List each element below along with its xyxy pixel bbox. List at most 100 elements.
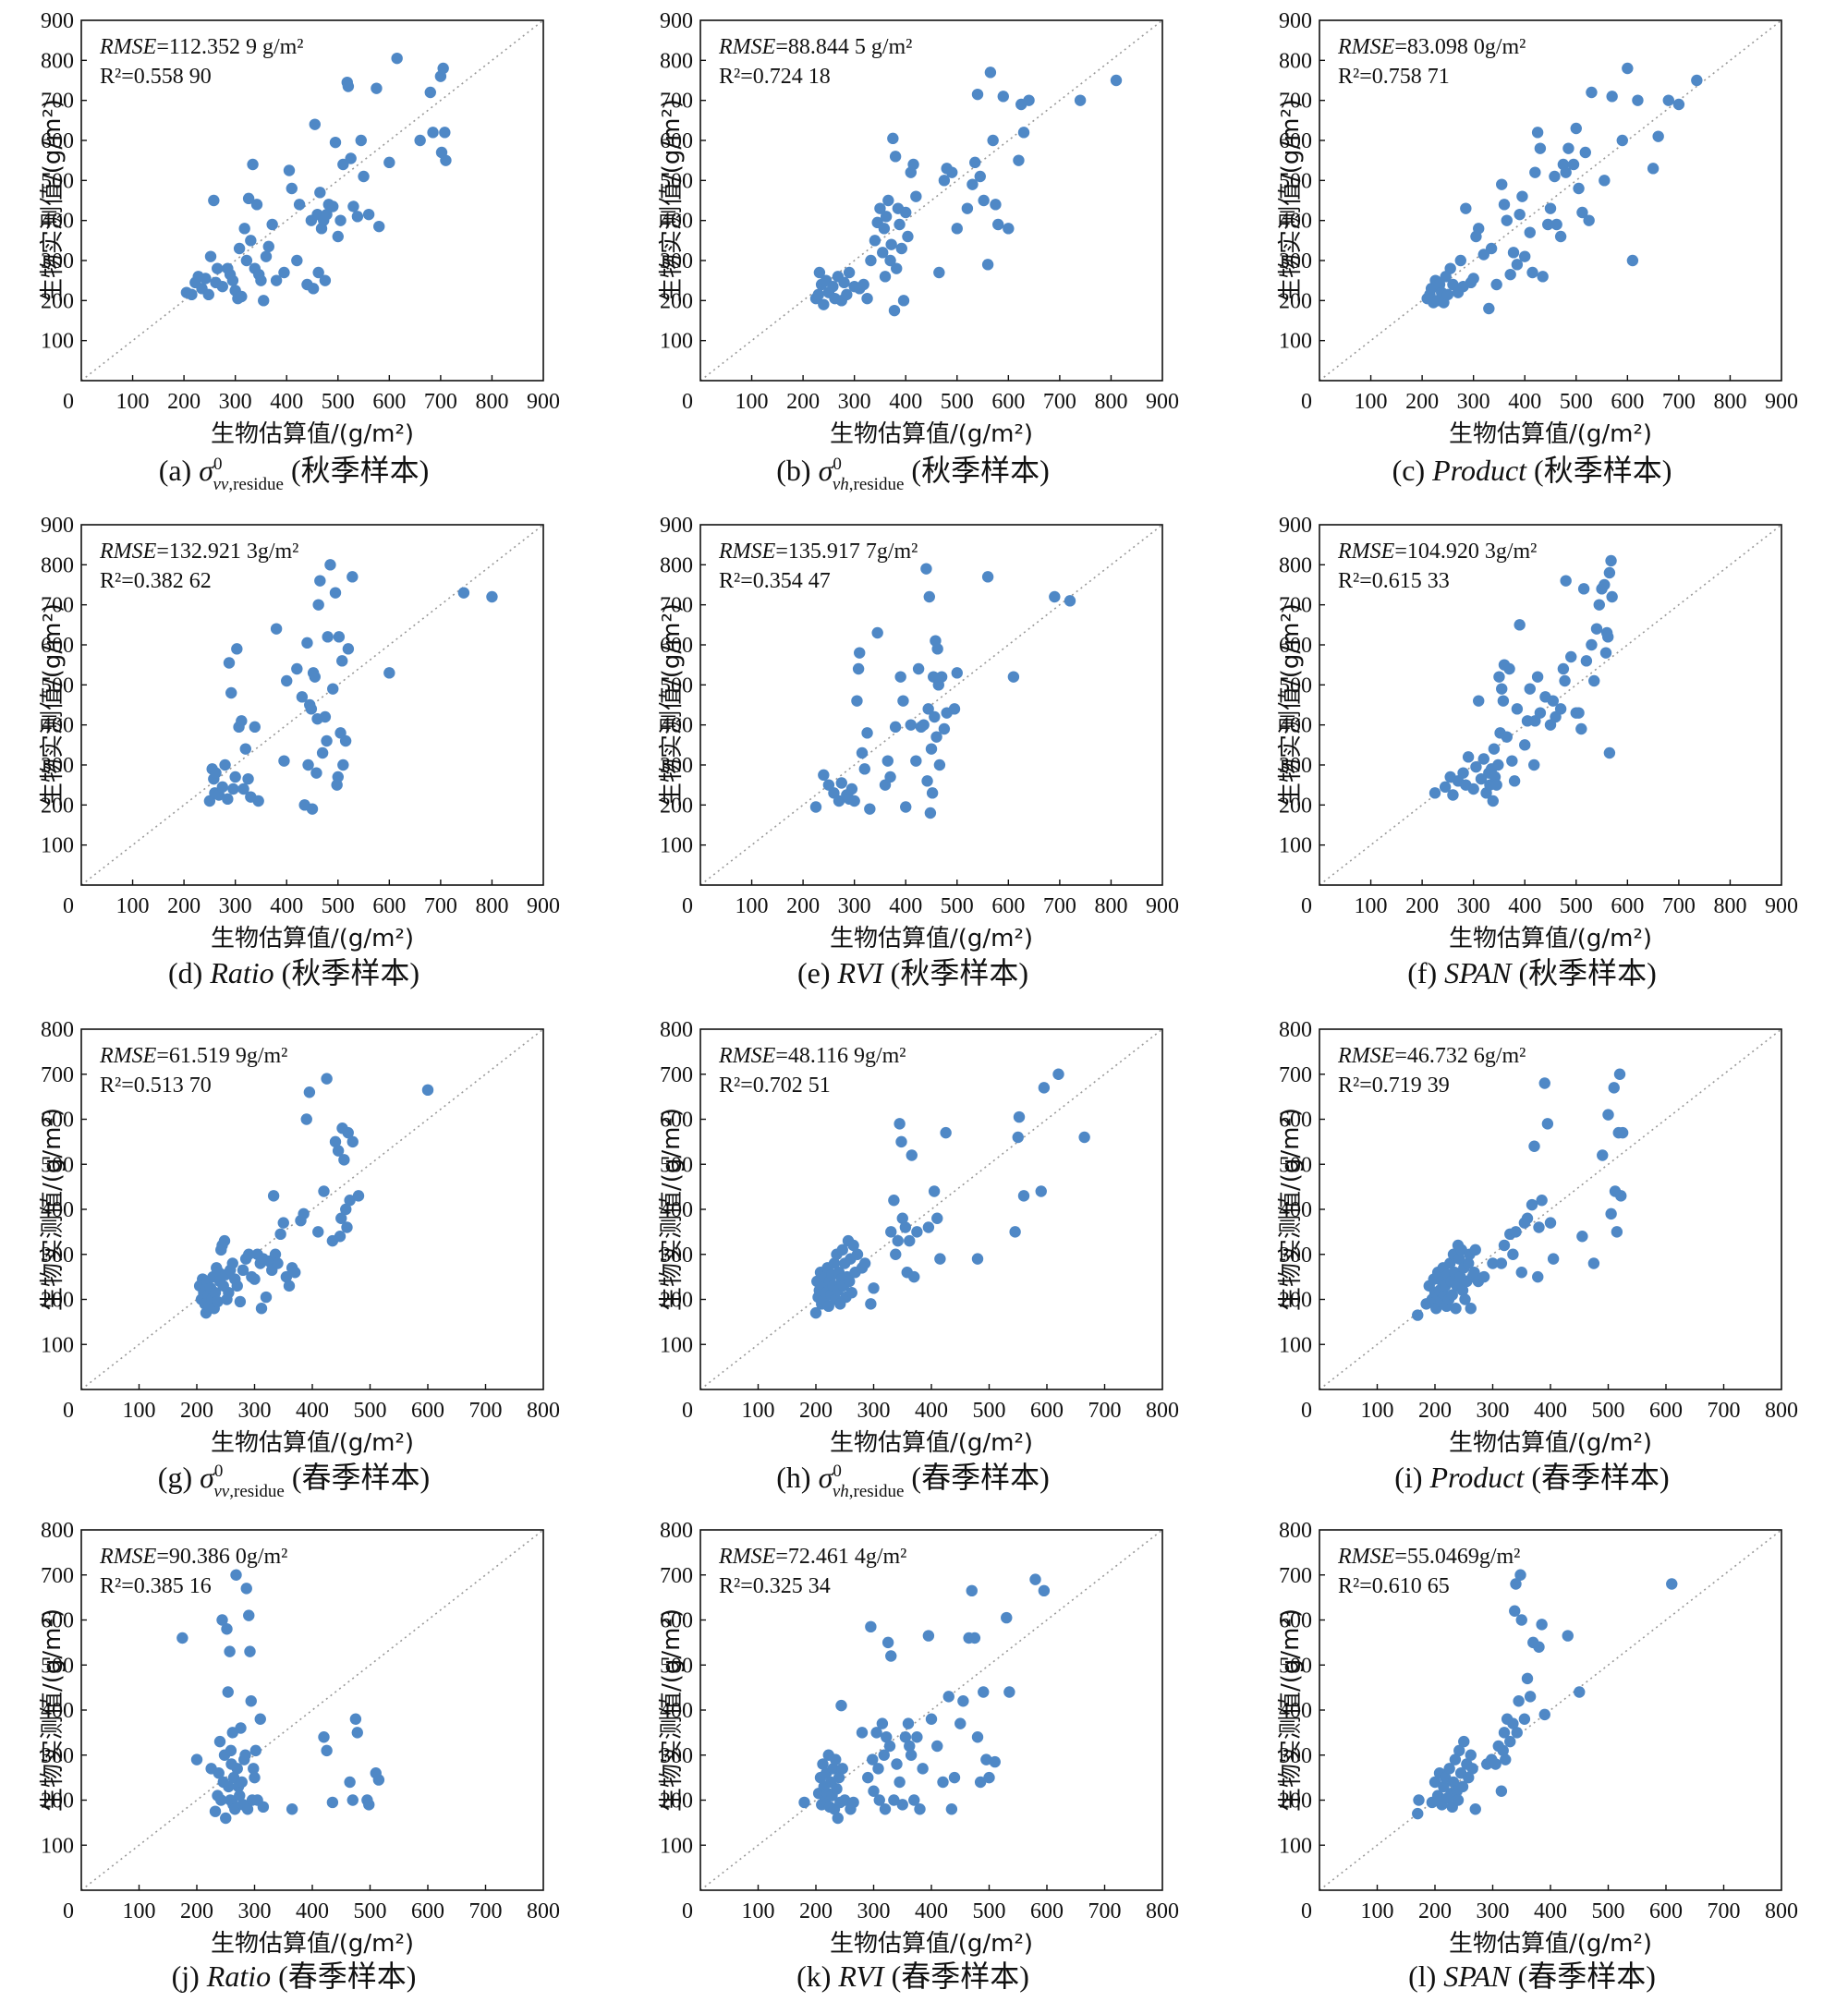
data-point bbox=[1560, 166, 1572, 178]
y-tick-label: 400 bbox=[41, 1198, 74, 1222]
data-point bbox=[237, 783, 249, 795]
data-point bbox=[922, 703, 934, 715]
x-tick-label: 800 bbox=[1094, 894, 1127, 918]
data-point bbox=[1441, 288, 1454, 301]
data-point bbox=[1544, 202, 1557, 214]
data-point bbox=[1078, 1131, 1090, 1144]
data-point bbox=[922, 1221, 935, 1233]
y-tick-label: 200 bbox=[660, 1790, 693, 1814]
data-point bbox=[247, 158, 259, 171]
data-point bbox=[250, 199, 263, 211]
rmse-annotation: RMSE=72.461 4g/m² bbox=[718, 1545, 906, 1569]
data-point bbox=[900, 801, 912, 813]
data-point bbox=[1038, 1082, 1051, 1094]
data-point bbox=[1605, 1207, 1617, 1220]
data-point bbox=[906, 1149, 918, 1161]
data-point bbox=[269, 1248, 282, 1260]
data-point bbox=[931, 643, 943, 655]
x-tick-label: 200 bbox=[799, 1899, 833, 1923]
data-point bbox=[938, 175, 951, 187]
x-tick-label: 600 bbox=[1649, 1899, 1683, 1923]
data-point bbox=[1003, 223, 1015, 235]
data-point bbox=[929, 710, 941, 723]
data-point bbox=[925, 1713, 938, 1725]
x-tick-label: 800 bbox=[1765, 1899, 1798, 1923]
y-tick-label: 700 bbox=[1279, 1564, 1312, 1588]
data-point bbox=[318, 1185, 330, 1197]
data-point bbox=[334, 1231, 346, 1243]
data-point bbox=[984, 67, 997, 79]
data-point bbox=[371, 82, 383, 94]
data-point bbox=[1483, 302, 1495, 315]
data-point bbox=[1647, 163, 1660, 175]
x-tick-label: 700 bbox=[469, 1399, 503, 1423]
data-point bbox=[1456, 1780, 1469, 1793]
data-point bbox=[310, 767, 322, 779]
data-point bbox=[900, 206, 912, 219]
data-point bbox=[352, 1190, 365, 1202]
data-point bbox=[1524, 226, 1536, 238]
data-point bbox=[882, 194, 894, 207]
data-point bbox=[1475, 772, 1488, 785]
y-tick-label: 800 bbox=[660, 1519, 693, 1543]
data-point bbox=[266, 218, 278, 231]
data-point bbox=[1447, 1776, 1460, 1789]
y-tick-label: 600 bbox=[1279, 634, 1312, 658]
data-point bbox=[948, 1771, 961, 1784]
data-point bbox=[258, 295, 270, 307]
data-point bbox=[216, 1614, 228, 1626]
rmse-annotation: RMSE=112.352 9 g/m² bbox=[99, 35, 304, 59]
x-tick-label: 700 bbox=[1088, 1399, 1122, 1423]
data-point bbox=[818, 769, 830, 782]
data-point bbox=[888, 1794, 900, 1806]
y-tick-label: 300 bbox=[1279, 1744, 1312, 1768]
data-point bbox=[831, 1783, 843, 1795]
data-point bbox=[334, 214, 346, 226]
data-point bbox=[1469, 1803, 1481, 1815]
data-point bbox=[910, 190, 922, 202]
data-point bbox=[851, 695, 863, 707]
data-point bbox=[924, 807, 937, 819]
one-to-one-line bbox=[699, 19, 1163, 382]
data-point bbox=[274, 1228, 286, 1241]
x-axis-label: 生物估算值/(g/m²) bbox=[211, 925, 414, 952]
y-tick-label: 200 bbox=[41, 794, 74, 818]
data-point bbox=[215, 1794, 227, 1806]
data-point bbox=[1603, 746, 1616, 759]
data-point bbox=[902, 230, 914, 243]
data-point bbox=[847, 1239, 859, 1252]
x-tick-label: 500 bbox=[1560, 894, 1593, 918]
data-point bbox=[1516, 190, 1528, 202]
data-point bbox=[340, 1203, 352, 1216]
data-point bbox=[421, 1084, 434, 1097]
x-tick-label: 0 bbox=[1301, 390, 1312, 414]
rmse-annotation: RMSE=104.920 3g/m² bbox=[1337, 540, 1537, 564]
x-tick-label: 900 bbox=[1146, 390, 1179, 414]
y-tick-label: 200 bbox=[660, 1289, 693, 1313]
data-point bbox=[1533, 1221, 1545, 1233]
data-point bbox=[864, 803, 876, 815]
data-point bbox=[925, 743, 938, 755]
data-point bbox=[1524, 1691, 1537, 1703]
data-point bbox=[309, 118, 321, 130]
data-point bbox=[362, 208, 375, 221]
y-tick-label: 200 bbox=[1279, 1790, 1312, 1814]
y-tick-label: 500 bbox=[1279, 169, 1312, 193]
y-axis-label: 生物实测值/(g/m²) bbox=[658, 603, 686, 807]
data-point bbox=[1574, 1686, 1586, 1698]
panel-caption: (c) Product (秋季样本) bbox=[1392, 454, 1672, 487]
x-tick-label: 100 bbox=[742, 1399, 775, 1423]
data-point bbox=[243, 1609, 255, 1621]
data-point bbox=[231, 643, 243, 655]
data-point bbox=[1534, 707, 1547, 719]
data-point bbox=[363, 1799, 375, 1811]
r2-annotation: R²=0.758 71 bbox=[1338, 65, 1450, 89]
data-point bbox=[1528, 758, 1540, 771]
x-tick-label: 400 bbox=[915, 1899, 948, 1923]
y-tick-label: 900 bbox=[660, 9, 693, 33]
plot-frame bbox=[699, 524, 1163, 886]
data-point bbox=[1453, 1253, 1465, 1265]
plot-frame bbox=[80, 524, 544, 886]
data-point bbox=[227, 783, 239, 795]
data-point bbox=[1576, 206, 1588, 219]
